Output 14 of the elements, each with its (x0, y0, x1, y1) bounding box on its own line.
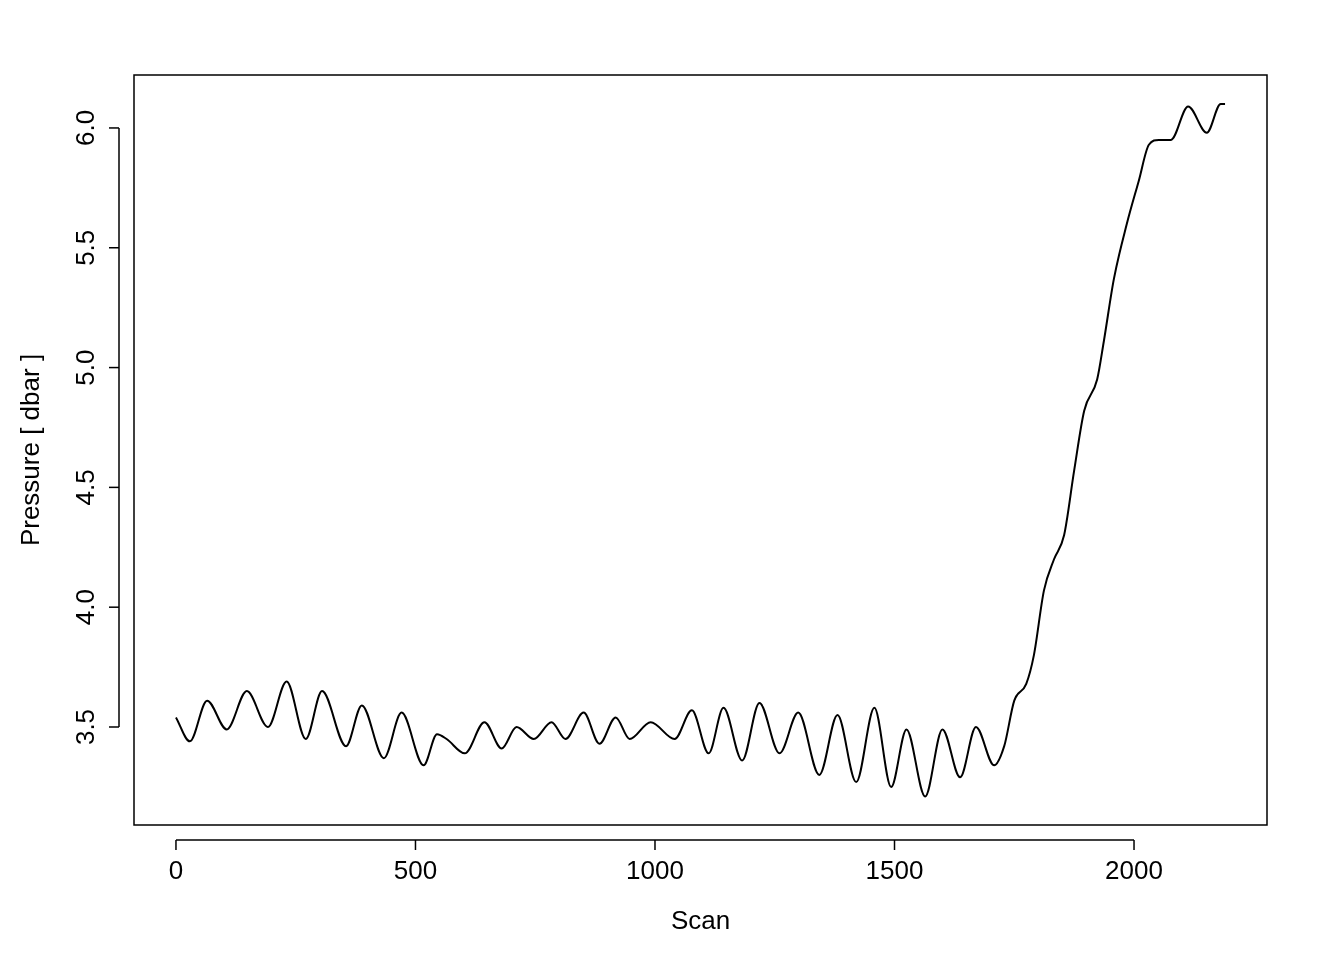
y-tick-label: 6.0 (70, 109, 101, 147)
x-tick-label: 2000 (1105, 855, 1163, 886)
y-tick-label: 3.5 (70, 708, 101, 746)
y-axis-title: Pressure [ dbar ] (15, 353, 46, 547)
x-tick-label: 1500 (865, 855, 924, 886)
y-tick-label: 5.0 (70, 349, 101, 386)
y-tick-label: 4.5 (70, 469, 101, 506)
line-series (174, 102, 1227, 798)
x-tick-label: 1000 (626, 855, 684, 886)
y-tick-label: 4.0 (70, 589, 101, 626)
x-tick-label: 0 (168, 855, 184, 886)
y-tick-label: 5.5 (70, 229, 101, 266)
x-tick-label: 500 (393, 855, 438, 886)
x-axis-title: Scan (670, 905, 731, 936)
